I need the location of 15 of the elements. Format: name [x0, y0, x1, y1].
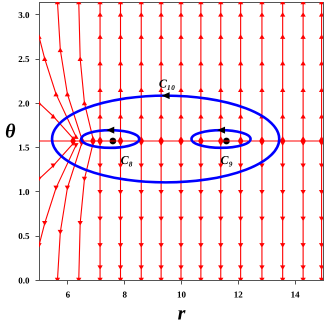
y-tick-label: 1.0 [18, 186, 30, 197]
x-tick-label: 12 [234, 290, 244, 300]
x-tick-label: 8 [122, 290, 128, 300]
x-tick-label: 6 [66, 290, 71, 300]
y-tick-label: 0.5 [18, 231, 30, 242]
y-tick-label: 2.0 [18, 98, 30, 108]
x-tick-label: 14 [290, 290, 300, 300]
y-tick-label: 0.0 [18, 276, 30, 286]
y-tick-label: 3.0 [18, 10, 30, 20]
y-tick-label: 2.5 [18, 54, 30, 64]
y-axis-title: θ [5, 120, 16, 142]
annotation: C₈ [120, 152, 133, 167]
x-tick-label: 10 [177, 290, 186, 300]
x-axis-title: r [178, 302, 186, 324]
y-tick-label: 1.5 [18, 142, 30, 153]
